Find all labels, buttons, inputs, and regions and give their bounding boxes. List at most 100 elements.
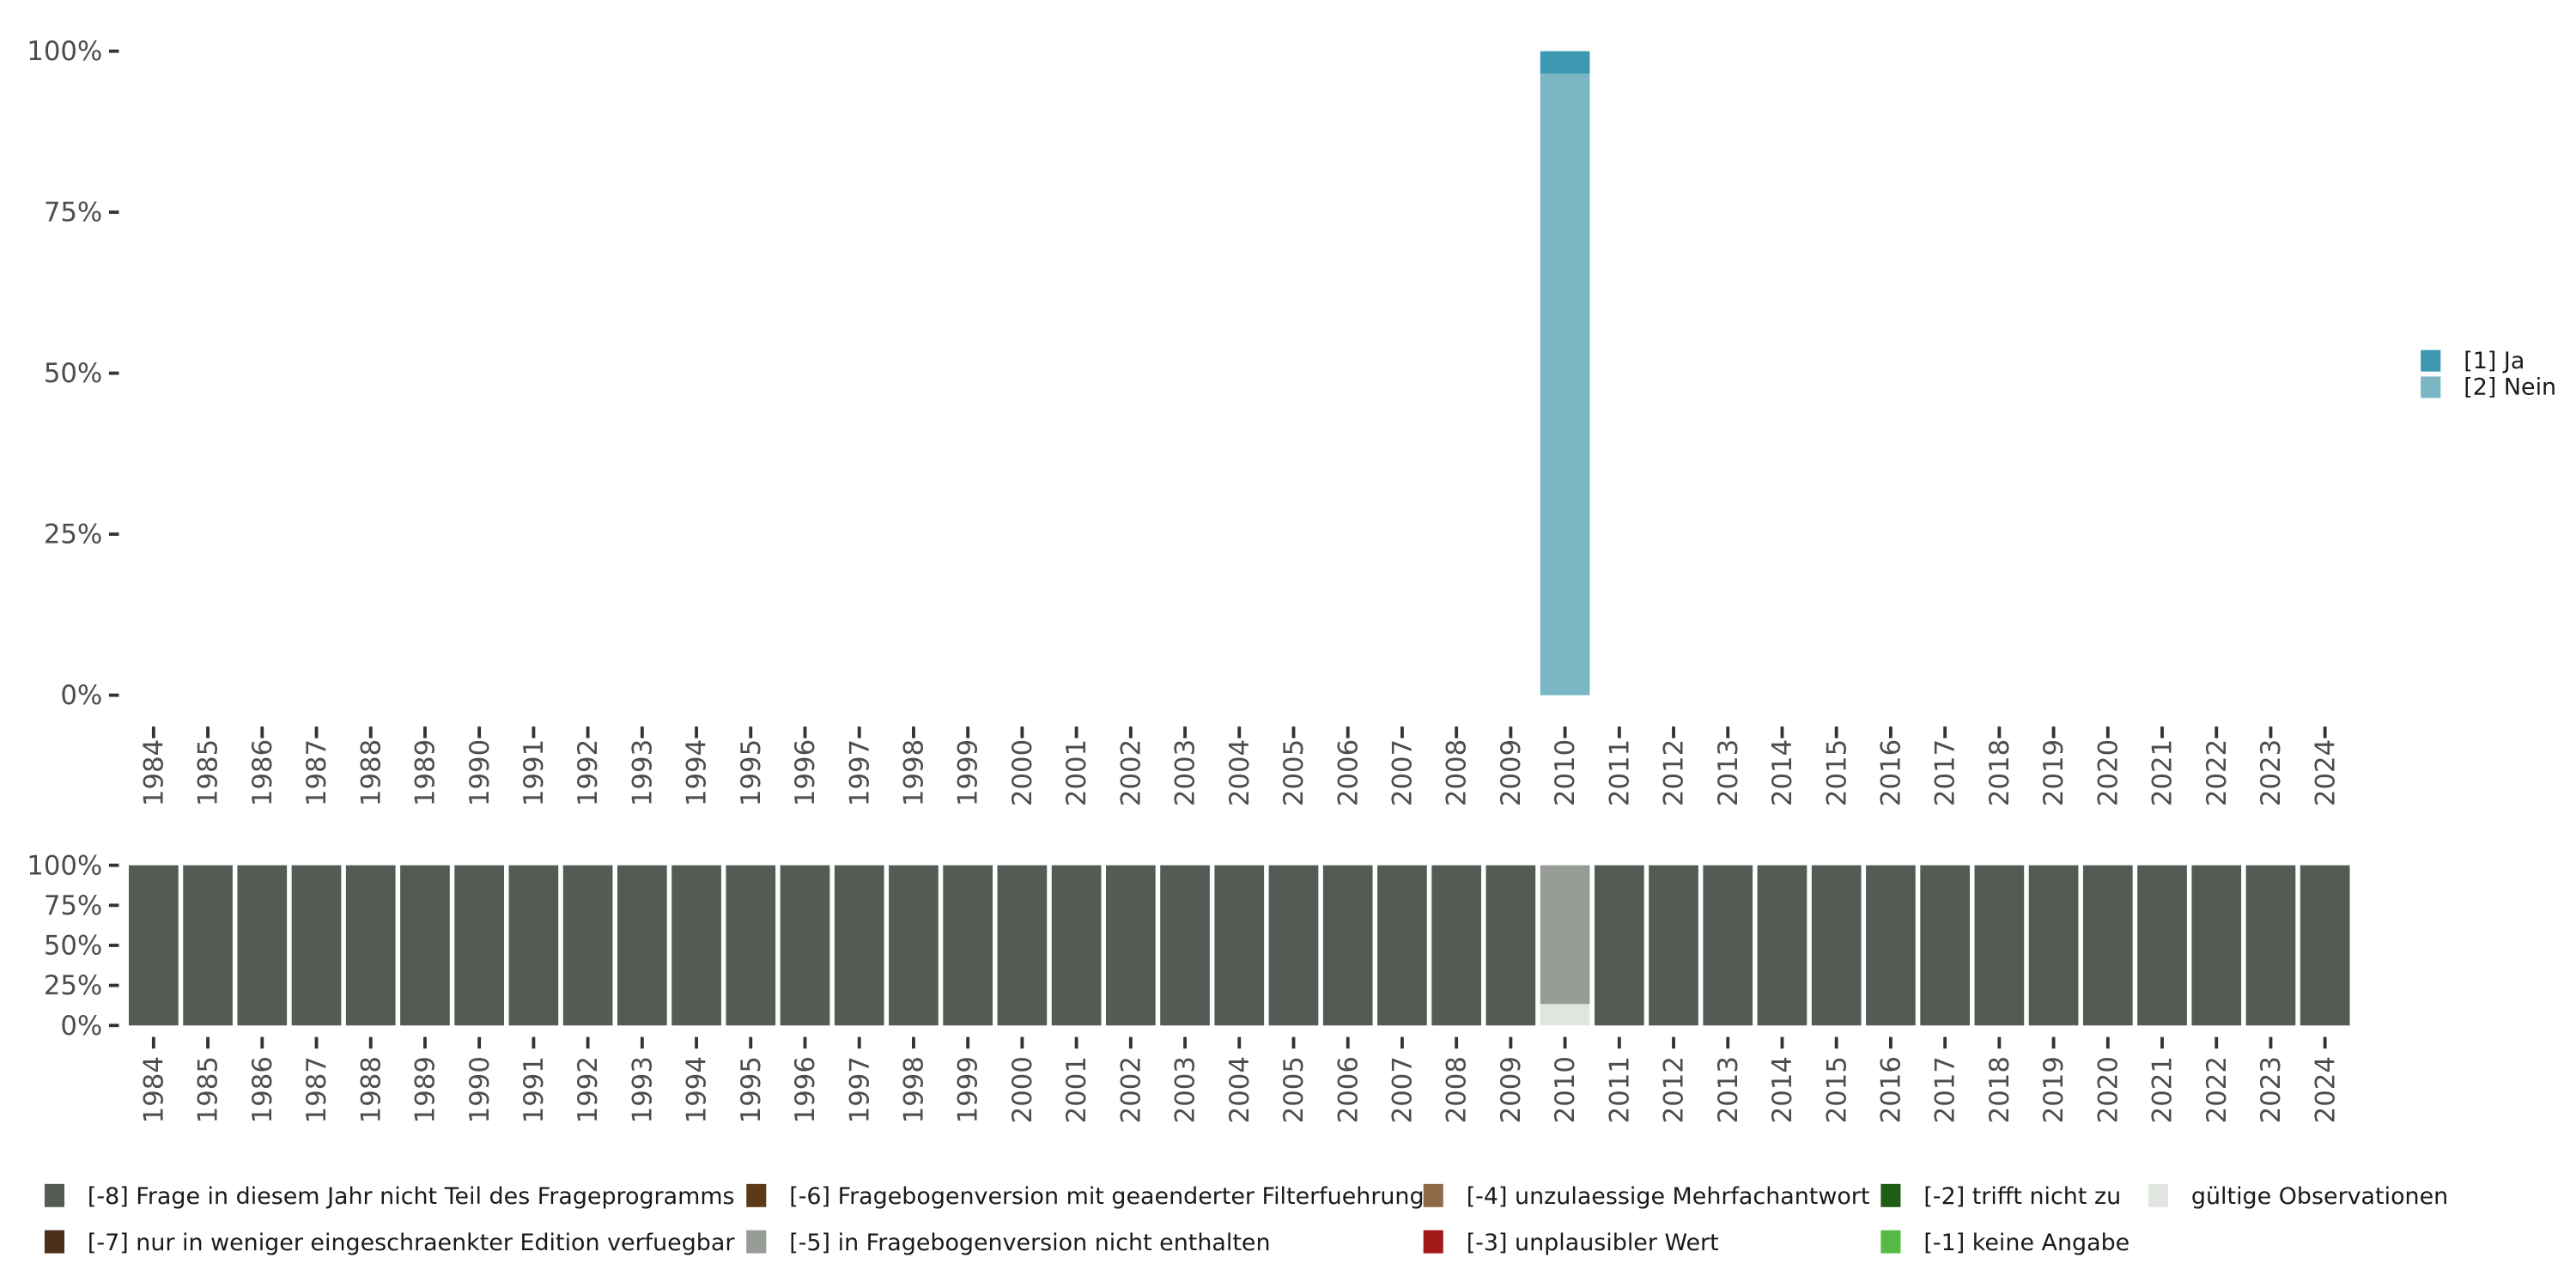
legend-label: [1] Ja: [2464, 348, 2524, 374]
y-tick-label: 100%: [27, 850, 102, 881]
x-tick-label: 2014: [1767, 739, 1798, 806]
x-tick-label: 2002: [1115, 739, 1146, 806]
bottom-legend: [-8] Frage in diesem Jahr nicht Teil des…: [44, 1183, 2448, 1256]
bar-segment: [1485, 865, 1536, 1026]
top-panel: 0% 25% 50% 75% 100% 1984 1985 1986 1987 1988 1989 1…: [27, 36, 2341, 806]
x-tick-label: 1995: [736, 739, 767, 806]
y-tick-label: 75%: [44, 197, 102, 228]
y-tick-label: 25%: [44, 519, 102, 550]
legend-label: [-4] unzulaessige Mehrfachantwort: [1467, 1183, 1870, 1210]
x-tick-label: 2003: [1170, 739, 1201, 806]
bar-segment: [780, 865, 830, 1026]
x-tick-label: 2000: [1007, 739, 1038, 806]
x-tick-label: 2022: [2202, 1056, 2233, 1123]
x-tick-label: 1999: [953, 1056, 984, 1123]
x-tick-label: 2018: [1984, 1056, 2015, 1123]
bar-segment: [2191, 865, 2242, 1026]
bar-segment: [2028, 865, 2079, 1026]
x-tick-label: 2013: [1713, 1056, 1744, 1123]
legend-swatch: [746, 1230, 767, 1254]
x-tick-label: 1992: [573, 739, 604, 806]
legend-swatch: [1880, 1230, 1901, 1254]
bottom-panel: 0% 25% 50% 75% 100% 1984 1985 1986 1987 1988 1989 1…: [27, 850, 2350, 1123]
x-tick-label: 1985: [193, 739, 224, 806]
x-tick-label: 1989: [410, 739, 441, 806]
bar-segment: [2082, 865, 2133, 1026]
x-tick-label: 1988: [355, 1056, 386, 1123]
x-tick-label: 2019: [2038, 1056, 2069, 1123]
legend-swatch: [2148, 1183, 2168, 1207]
legend-label: [-1] keine Angabe: [1923, 1230, 2129, 1256]
bar-segment: [129, 865, 179, 1026]
x-tick-label: 2023: [2256, 739, 2287, 806]
legend-swatch: [44, 1183, 64, 1207]
x-tick-label: 1990: [465, 1056, 495, 1123]
x-tick-label: 2008: [1442, 739, 1473, 806]
x-tick-label: 1997: [844, 739, 875, 806]
bar-segment: [1322, 865, 1373, 1026]
x-tick-label: 2006: [1333, 1056, 1364, 1123]
x-tick-label: 1987: [301, 1056, 332, 1123]
bar-segment: [671, 865, 721, 1026]
bar-segment: [1920, 865, 1970, 1026]
legend-label: [-2] trifft nicht zu: [1923, 1183, 2121, 1210]
y-tick-label: 0%: [60, 680, 102, 711]
x-tick-label: 2019: [2038, 739, 2069, 806]
bar-segment: [1974, 865, 2025, 1026]
x-tick-label: 2024: [2310, 739, 2341, 806]
x-tick-label: 2012: [1659, 739, 1690, 806]
bar-segment: [1811, 865, 1862, 1026]
x-tick-label: 2021: [2148, 1056, 2178, 1123]
x-tick-label: 2011: [1604, 739, 1635, 806]
x-tick-label: 2020: [2093, 1056, 2123, 1123]
x-tick-label: 1996: [790, 1056, 821, 1123]
y-tick-label: 75%: [44, 890, 102, 921]
legend-label: [-8] Frage in diesem Jahr nicht Teil des…: [88, 1183, 735, 1210]
x-tick-label: 2000: [1007, 1056, 1038, 1123]
x-tick-label: 1999: [953, 739, 984, 806]
x-tick-label: 1985: [193, 1056, 224, 1123]
y-tick-label: 50%: [44, 931, 102, 962]
bar-segment: [1431, 865, 1481, 1026]
x-tick-label: 2016: [1876, 1056, 1907, 1123]
bar-segment: [1105, 865, 1156, 1026]
y-tick-label: 0%: [60, 1011, 102, 1042]
x-tick-label: 1984: [138, 739, 169, 806]
x-tick-label: 1993: [627, 739, 658, 806]
x-tick-label: 1984: [138, 1056, 169, 1123]
y-tick-label: 50%: [44, 358, 102, 389]
x-tick-label: 2002: [1115, 1056, 1146, 1123]
legend-swatch: [2421, 349, 2441, 372]
x-tick-label: 2018: [1984, 739, 2015, 806]
legend-swatch: [1423, 1183, 1443, 1207]
bar-segment: [400, 865, 450, 1026]
bar-segment: [1540, 51, 1590, 74]
bar-segment: [997, 865, 1048, 1026]
bar-segment: [1757, 865, 1807, 1026]
bar-segment: [1540, 1004, 1590, 1026]
x-tick-label: 1991: [519, 739, 550, 806]
x-tick-label: 1986: [247, 739, 278, 806]
bar-segment: [2245, 865, 2296, 1026]
legend-label: [-5] in Fragebogenversion nicht enthalte…: [789, 1230, 1270, 1256]
bar-segment: [508, 865, 559, 1026]
bar-segment: [1160, 865, 1210, 1026]
x-tick-label: 2004: [1224, 1056, 1255, 1123]
legend-label: [-7] nur in weniger eingeschraenkter Edi…: [88, 1230, 735, 1256]
x-tick-label: 2022: [2202, 739, 2233, 806]
bar-segment: [1540, 865, 1590, 1005]
bar-segment: [1594, 865, 1644, 1026]
x-tick-label: 1991: [519, 1056, 550, 1123]
x-tick-label: 2011: [1604, 1056, 1635, 1123]
bar-segment: [454, 865, 505, 1026]
y-tick-label: 100%: [27, 36, 102, 67]
bar-segment: [1540, 73, 1590, 696]
x-tick-label: 1986: [247, 1056, 278, 1123]
x-tick-label: 1993: [627, 1056, 658, 1123]
legend-swatch: [1880, 1183, 1901, 1207]
x-tick-label: 2017: [1930, 1056, 1961, 1123]
legend-swatch: [2421, 376, 2441, 398]
bar-segment: [291, 865, 342, 1026]
x-tick-label: 2005: [1279, 1056, 1309, 1123]
